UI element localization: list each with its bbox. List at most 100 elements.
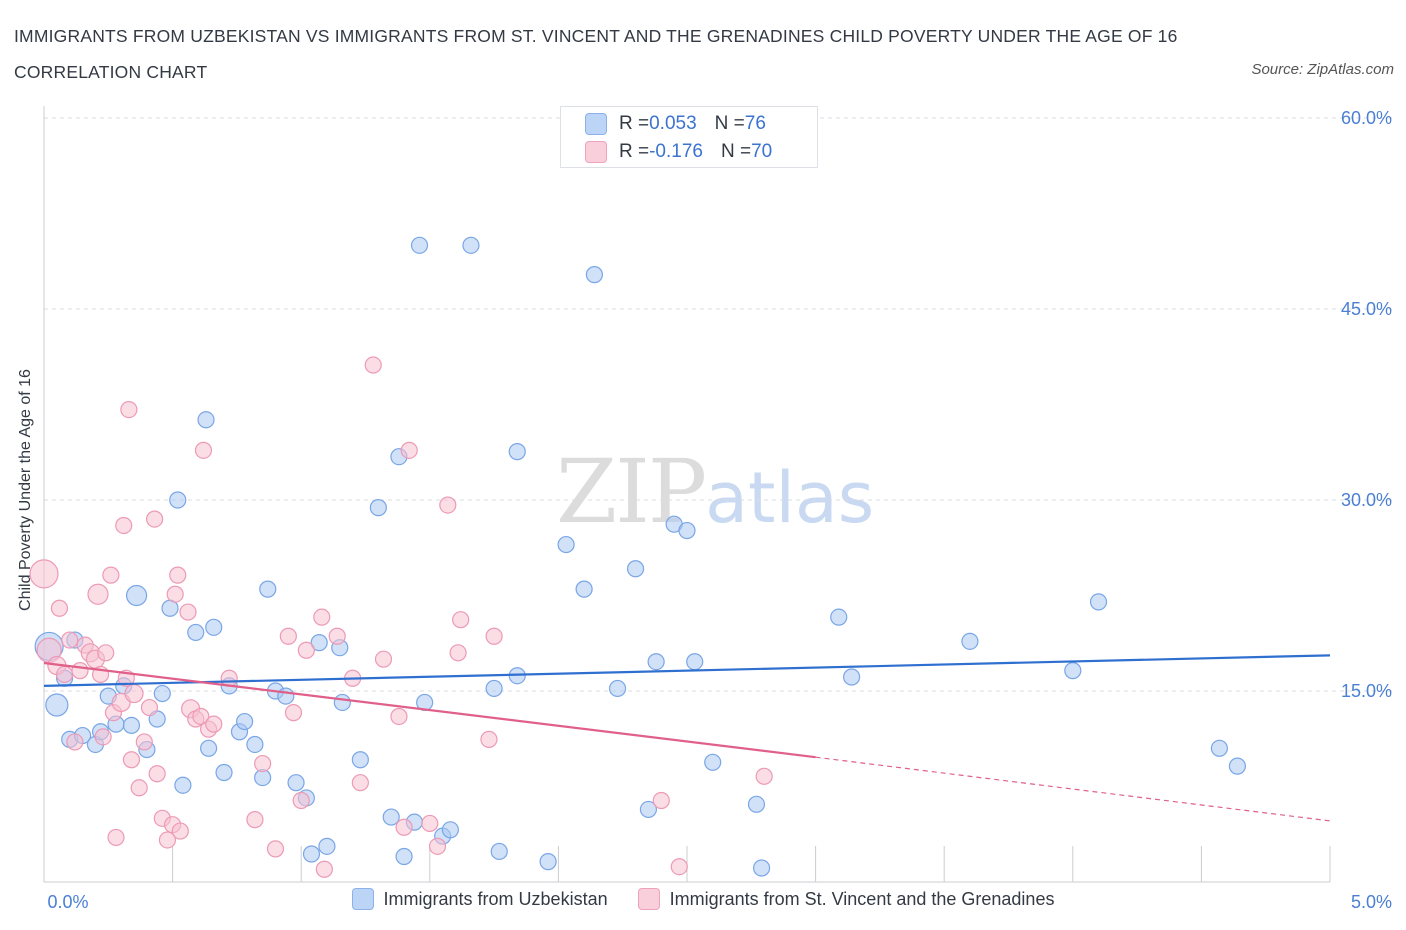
data-point-pink	[194, 441, 213, 459]
data-point-pink	[169, 566, 187, 584]
r-value: -0.176	[649, 141, 703, 162]
legend-swatch-pink	[585, 141, 607, 163]
data-point-pink	[94, 728, 112, 746]
data-point-pink	[135, 733, 153, 751]
data-point-blue	[277, 687, 295, 705]
data-point-blue	[169, 491, 187, 509]
data-point-pink	[480, 730, 498, 748]
data-point-blue	[830, 608, 848, 626]
data-point-blue	[752, 859, 771, 877]
legend-row-uzbekistan: R = 0.053 N = 76	[585, 111, 766, 137]
data-point-pink	[145, 510, 164, 528]
trend-line-pink	[43, 661, 816, 759]
data-point-pink	[400, 441, 418, 459]
data-point-blue	[287, 774, 305, 792]
y-tick-label: 45.0%	[1341, 299, 1392, 319]
data-point-pink	[254, 754, 272, 773]
r-label: R =	[619, 113, 650, 134]
trend-line-extension-pink	[815, 756, 1331, 822]
data-point-blue	[1210, 739, 1229, 757]
data-point-pink	[279, 627, 297, 645]
data-point-pink	[107, 828, 125, 847]
data-point-blue	[122, 716, 141, 734]
data-point-blue	[1228, 757, 1247, 775]
legend-swatch-blue	[351, 888, 374, 910]
data-point-blue	[1064, 662, 1082, 680]
data-point-pink	[374, 650, 393, 668]
r-label: R =	[619, 141, 650, 162]
data-point-blue	[410, 236, 429, 254]
data-point-pink	[130, 779, 148, 797]
data-point-blue	[539, 853, 557, 871]
correlation-legend: R = 0.053 N = 76 R = -0.176 N = 70	[560, 106, 818, 168]
data-point-blue	[626, 560, 645, 578]
data-point-blue	[200, 739, 218, 757]
data-point-pink	[439, 496, 457, 514]
legend-row-st-vincent: R = -0.176 N = 70	[585, 139, 772, 165]
source-label: Source: ZipAtlas.com	[1251, 61, 1394, 78]
data-point-pink	[140, 698, 159, 717]
data-point-pink	[148, 765, 166, 783]
data-point-pink	[29, 559, 59, 589]
data-point-blue	[639, 800, 658, 819]
data-point-pink	[192, 707, 210, 726]
data-point-pink	[395, 818, 413, 836]
data-point-pink	[297, 641, 315, 659]
data-point-blue	[508, 443, 526, 461]
data-point-blue	[575, 580, 593, 598]
data-point-pink	[166, 585, 184, 603]
data-point-pink	[120, 400, 138, 419]
data-point-blue	[678, 521, 696, 540]
legend-item-st-vincent[interactable]: Immigrants from St. Vincent and the Gren…	[637, 888, 1054, 910]
n-label: N =	[714, 113, 745, 134]
scatter-points	[29, 236, 1247, 878]
data-point-pink	[115, 516, 133, 535]
data-point-blue	[686, 653, 704, 671]
x-tick-label-min: 0.0%	[47, 892, 88, 912]
tick-labels: 15.0% 30.0% 45.0% 60.0% 0.0% 5.0%	[47, 108, 1392, 912]
n-value: 76	[744, 113, 766, 134]
data-point-blue	[246, 735, 264, 754]
data-point-pink	[670, 858, 688, 876]
trend-line-blue	[43, 654, 1331, 688]
data-point-pink	[179, 603, 197, 621]
data-point-pink	[652, 791, 670, 810]
data-point-blue	[259, 580, 277, 598]
data-point-pink	[313, 608, 331, 626]
data-point-blue	[125, 584, 148, 607]
data-point-pink	[485, 627, 503, 645]
data-point-pink	[55, 665, 74, 684]
data-point-pink	[171, 822, 189, 840]
data-point-pink	[364, 356, 382, 374]
data-point-pink	[87, 583, 109, 605]
data-point-blue	[318, 837, 336, 855]
data-point-blue	[395, 847, 413, 866]
legend-item-uzbekistan[interactable]: Immigrants from Uzbekistan	[351, 888, 608, 910]
data-point-blue	[647, 653, 665, 671]
data-point-blue	[205, 618, 223, 636]
data-point-pink	[102, 566, 120, 584]
data-point-pink	[50, 599, 69, 617]
data-point-pink	[266, 840, 285, 858]
data-point-blue	[961, 632, 979, 650]
data-point-blue	[197, 411, 215, 429]
gridlines	[44, 117, 1392, 692]
data-point-pink	[390, 707, 408, 726]
data-point-pink	[246, 811, 264, 829]
trend-lines	[43, 654, 1331, 822]
data-point-blue	[310, 634, 328, 652]
data-point-blue	[187, 623, 205, 642]
y-tick-label: 30.0%	[1341, 490, 1392, 510]
data-point-pink	[449, 644, 467, 662]
watermark-atlas: atlas	[705, 457, 875, 539]
data-point-blue	[45, 693, 69, 717]
y-tick-label: 15.0%	[1341, 681, 1392, 701]
data-point-pink	[755, 767, 773, 785]
n-value: 70	[751, 141, 773, 162]
data-point-blue	[557, 535, 575, 554]
data-point-pink	[328, 627, 346, 645]
data-point-blue	[236, 712, 254, 731]
data-point-blue	[215, 763, 233, 782]
data-point-pink	[292, 791, 310, 810]
